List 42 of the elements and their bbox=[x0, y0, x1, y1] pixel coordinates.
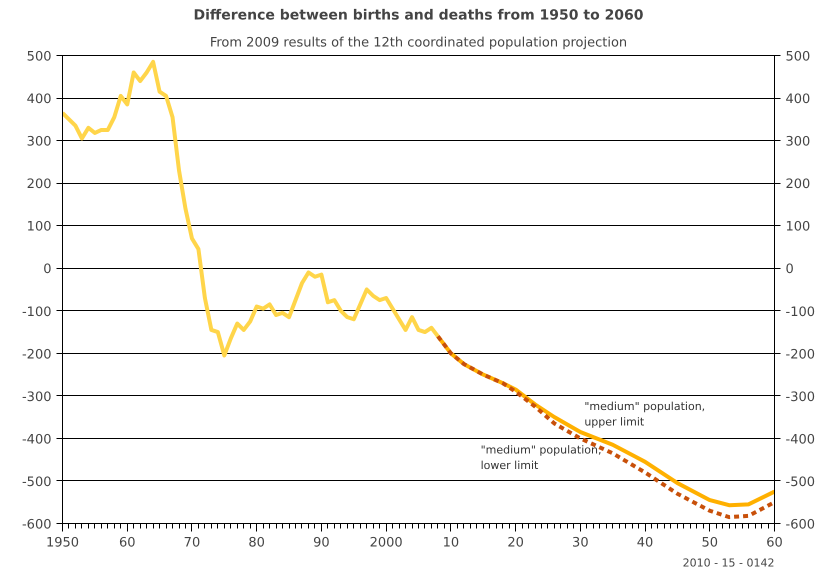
x-tick-label: 60 bbox=[118, 536, 136, 550]
y-tick-label: 0 bbox=[43, 262, 52, 278]
x-tick-label: 1950 bbox=[46, 536, 80, 550]
y-tick-label: -200 bbox=[22, 347, 52, 362]
x-tick-label: 20 bbox=[507, 536, 524, 550]
y2-tick-label: -500 bbox=[786, 474, 816, 490]
y-tick-label: -300 bbox=[22, 390, 52, 405]
y-tick-label: -100 bbox=[22, 304, 52, 320]
x-tick-label: 40 bbox=[636, 536, 654, 550]
y2-tick-label: -200 bbox=[786, 347, 816, 362]
y-tick-label: 100 bbox=[26, 220, 52, 235]
y2-tick-label: 400 bbox=[786, 92, 810, 108]
chart-subtitle: From 2009 results of the 12th coordinated population projection bbox=[210, 36, 628, 50]
y-tick-label: 400 bbox=[26, 92, 52, 108]
line-series bbox=[62, 60, 440, 358]
y-tick-label: -600 bbox=[22, 518, 52, 532]
series-label: "medium" population, lower limit bbox=[480, 444, 602, 472]
y-tick-label: -500 bbox=[22, 474, 52, 490]
y2-tick-label: 300 bbox=[786, 134, 810, 150]
y2-tick-label: -100 bbox=[786, 304, 816, 320]
y2-tick-label: 0 bbox=[786, 262, 794, 278]
x-tick-label: 90 bbox=[313, 536, 330, 550]
chart-title: Difference between births and deaths from 1950 to 2060 bbox=[193, 8, 644, 24]
x-tick-label: 70 bbox=[184, 536, 200, 550]
y2-tick-label: -300 bbox=[786, 390, 816, 405]
x-tick-label: 10 bbox=[442, 536, 460, 550]
x-tick-label: 50 bbox=[702, 536, 718, 550]
y2-tick-label: -400 bbox=[786, 432, 816, 448]
x-tick-label: 80 bbox=[248, 536, 265, 550]
y2-tick-label: 200 bbox=[786, 177, 810, 192]
y-tick-label: 500 bbox=[26, 50, 52, 64]
y-tick-label: -400 bbox=[22, 432, 52, 448]
y-tick-label: 200 bbox=[26, 177, 52, 192]
y2-tick-label: 100 bbox=[786, 220, 810, 235]
y2-tick-label: 500 bbox=[786, 50, 810, 64]
series-label: "medium" population, upper limit bbox=[584, 400, 706, 429]
text: 2010 - 15 - 0142 bbox=[682, 556, 775, 570]
x-tick-label: 2000 bbox=[370, 536, 403, 550]
y2-tick-label: -600 bbox=[786, 518, 816, 532]
y-tick-label: 300 bbox=[26, 134, 52, 150]
x-tick-label: 30 bbox=[572, 536, 589, 550]
x-tick-label: 60 bbox=[766, 536, 783, 550]
